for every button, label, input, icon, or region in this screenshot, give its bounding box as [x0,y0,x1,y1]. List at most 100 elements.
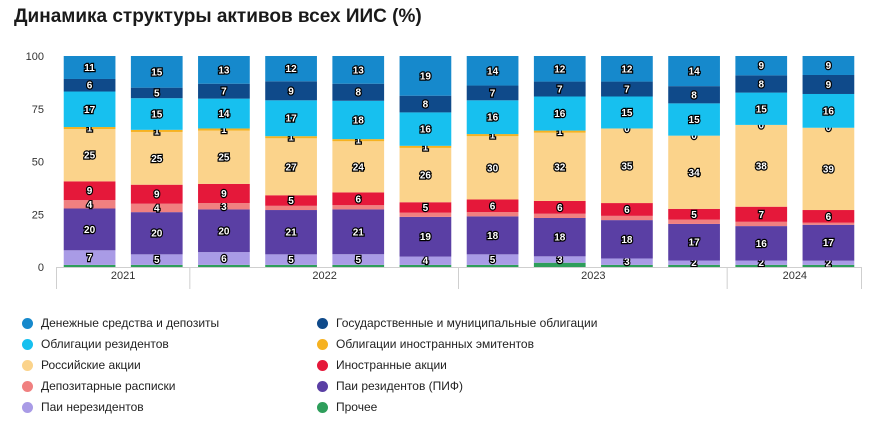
bar-segment [601,264,653,267]
bar-segment [63,56,116,79]
bar-segment [265,205,317,211]
bar-segment [63,129,116,182]
bar-segment [601,215,653,221]
data-label: 18 [554,233,566,244]
bar-segment [601,128,653,204]
bar-segment [735,226,788,261]
bar-segment [668,103,720,136]
data-label: 18 [487,231,499,242]
legend-label: Облигации резидентов [41,337,169,351]
bar-segment [130,98,183,130]
bar-segment [802,127,855,211]
legend-label: Прочее [336,400,378,414]
data-label: 8 [758,79,764,90]
bar-segment [198,98,250,129]
bar-segment [63,264,116,267]
bar-segment [533,262,586,267]
legend-item: Российские акции [22,358,141,372]
data-label: 15 [151,67,163,78]
legend-label: Государственные и муниципальные облигаци… [336,316,598,330]
bar-segment [802,74,855,94]
data-label: 20 [151,229,163,240]
data-label: 3 [221,202,227,213]
data-label: 4 [87,200,93,211]
bar-segment [399,256,452,265]
data-label: 12 [554,64,566,75]
legend-swatch [317,338,328,350]
legend-item: Депозитарные расписки [22,379,176,393]
bar-segment [466,199,519,213]
data-label: 16 [756,239,768,250]
data-label: 1 [221,125,227,136]
data-label: 17 [823,238,835,249]
x-group-label: 2023 [581,270,605,282]
bar-segment [533,256,586,263]
legend-label: Паи резидентов (ПИФ) [336,379,464,393]
data-label: 1 [288,133,294,144]
bar-segment [332,205,385,210]
bar-segment [332,139,385,142]
legend-item: Паи резидентов (ПИФ) [317,379,463,393]
data-label: 19 [420,71,432,82]
bar-segment [63,200,116,209]
data-label: 9 [826,80,832,91]
bar-segment [533,130,586,133]
data-label: 25 [218,153,230,164]
bar-segment [802,222,855,225]
data-label: 3 [624,257,630,268]
data-label: 27 [286,162,298,173]
bar-segment [668,56,720,87]
data-label: 17 [689,238,701,249]
data-label: 16 [823,106,835,117]
bar-segment [63,127,116,130]
data-label: 7 [758,210,764,221]
bar-segment [198,203,250,210]
bar-segment [533,132,586,201]
data-label: 0 [691,131,697,142]
legend-label: Денежные средства и депозиты [41,316,220,330]
bar-segment [466,56,519,86]
bar-segment [130,203,183,213]
data-label: 26 [420,171,432,182]
bar-segment [668,260,720,265]
bar-segment [533,213,586,218]
data-label: 30 [487,163,499,174]
data-label: 34 [689,168,701,179]
data-label: 39 [823,164,835,175]
bar-segment [466,216,519,255]
data-label: 21 [286,228,298,239]
data-label: 9 [758,61,764,72]
data-label: 14 [689,67,701,78]
data-label: 21 [353,227,365,238]
data-label: 18 [621,235,633,246]
bar-segment [802,93,855,128]
y-tick-label: 75 [32,104,44,116]
data-label: 13 [353,65,365,76]
bar-segment [130,56,183,88]
bar-segment [198,209,250,253]
data-label: 1 [154,126,160,137]
bar-segment [735,260,788,265]
bar-segment [466,254,519,265]
bar-segment [332,100,385,140]
data-label: 16 [420,125,432,136]
data-label: 16 [487,113,499,124]
data-label: 13 [218,65,230,76]
bar-segment [802,210,855,223]
bar-segment [130,264,183,267]
data-label: 2 [826,258,832,269]
data-label: 15 [689,115,701,126]
stacked-bar-chart: 0255075100720492511761152049251155156203… [26,51,862,289]
bar-segment [265,81,317,101]
data-label: 12 [621,64,633,75]
data-label: 1 [423,142,429,153]
legend-item: Денежные средства и депозиты [22,316,219,330]
data-label: 7 [221,87,227,98]
bar-segment [399,147,452,203]
legend-swatch [317,401,328,413]
bar-segment [735,56,788,76]
data-label: 24 [353,162,365,173]
data-label: 9 [154,190,160,201]
data-label: 5 [288,255,294,266]
bar-segment [601,220,653,259]
